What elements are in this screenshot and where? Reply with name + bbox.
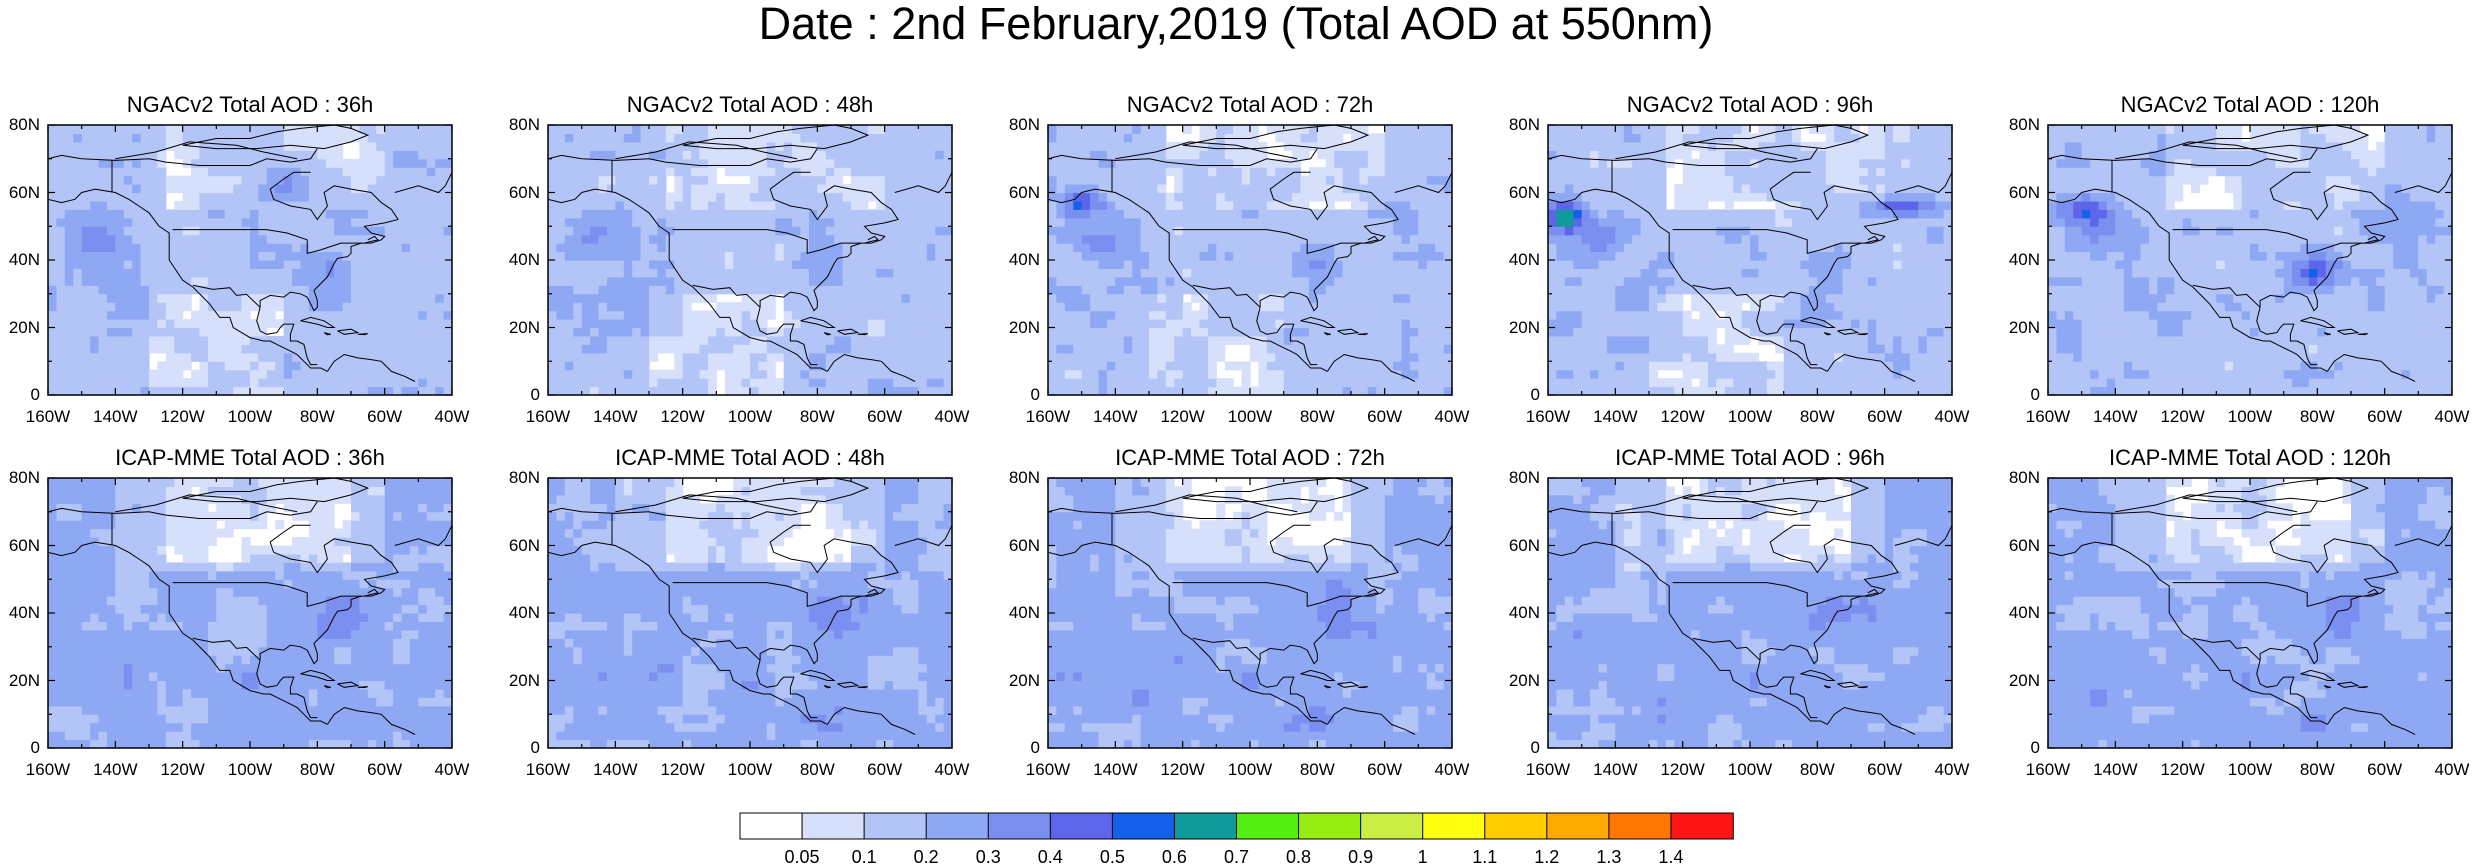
map-panel-6 xyxy=(48,478,453,749)
colorbar-swatch xyxy=(926,813,988,839)
colorbar-swatch xyxy=(1547,813,1609,839)
colorbar-swatch xyxy=(988,813,1050,839)
colorbar-swatch xyxy=(1423,813,1485,839)
map-panel-4 xyxy=(1548,125,1953,396)
map-panel-8 xyxy=(1048,478,1453,749)
map-panel-5 xyxy=(2048,125,2453,396)
colorbar xyxy=(740,813,1733,839)
colorbar-swatch xyxy=(1671,813,1733,839)
map-panel-2 xyxy=(548,125,953,396)
colorbar-swatch xyxy=(864,813,926,839)
colorbar-swatch xyxy=(1361,813,1423,839)
map-panel-10 xyxy=(2048,478,2453,749)
map-panel-3 xyxy=(1048,125,1453,396)
colorbar-swatch xyxy=(1174,813,1236,839)
colorbar-swatch xyxy=(1050,813,1112,839)
colorbar-swatch xyxy=(740,813,802,839)
map-panel-9 xyxy=(1548,478,1953,749)
colorbar-swatch xyxy=(1609,813,1671,839)
colorbar-swatch xyxy=(1237,813,1299,839)
colorbar-swatch xyxy=(1112,813,1174,839)
map-panel-1 xyxy=(48,125,453,396)
colorbar-swatch xyxy=(1485,813,1547,839)
colorbar-swatch xyxy=(802,813,864,839)
map-panel-7 xyxy=(548,478,953,749)
colorbar-swatch xyxy=(1299,813,1361,839)
